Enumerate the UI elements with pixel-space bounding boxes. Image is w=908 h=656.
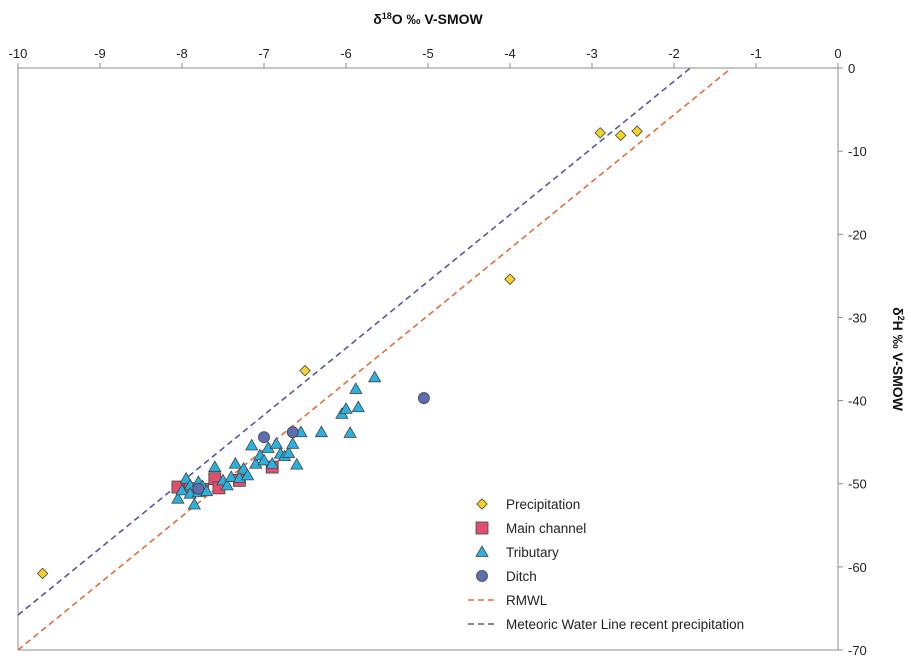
y-tick-label: 0 (848, 61, 855, 76)
x-tick-label: -4 (504, 46, 516, 61)
ditch-point (192, 482, 205, 495)
y-axis: 0 -10 -20 -30 -40 -50 -60 -70 (838, 61, 867, 656)
precipitation-point (504, 273, 516, 285)
ditch-series (192, 392, 430, 495)
tributary-point (171, 491, 185, 504)
y-tick-label: -50 (848, 477, 867, 492)
plot-area (17, 67, 839, 651)
tributary-point (290, 457, 304, 470)
tributary-point (286, 436, 300, 449)
mwl-recent-line (18, 68, 691, 616)
legend-label: Ditch (506, 569, 537, 584)
x-axis: -10 -9 -8 -7 -6 -5 -4 -3 -2 -1 0 (9, 46, 842, 68)
legend-label: Meteoric Water Line recent precipitation (506, 617, 744, 632)
legend-label: RMWL (506, 593, 548, 608)
ditch-point (286, 426, 299, 439)
tributary-point (349, 382, 363, 394)
ditch-point (258, 431, 270, 444)
x-tick-label: -3 (586, 46, 598, 61)
tributary-point (245, 438, 259, 451)
plot-frame (17, 67, 839, 651)
precipitation-point (299, 364, 311, 377)
tributary-point (257, 453, 271, 466)
legend-main-channel-marker (475, 521, 489, 535)
x-tick-label: -5 (422, 46, 434, 61)
tributary-point (343, 426, 357, 438)
x-axis-title: δ18O ‰ V-SMOW (373, 11, 483, 27)
legend-label: Main channel (506, 521, 586, 536)
x-tick-label: -10 (9, 46, 28, 61)
tributary-point (368, 370, 382, 383)
legend-ditch-marker (476, 570, 488, 582)
legend-tributary-marker (475, 545, 489, 557)
precipitation-point (631, 125, 643, 137)
x-tick-label: -8 (176, 46, 188, 61)
y-tick-label: -10 (848, 144, 867, 159)
y-tick-label: -20 (848, 227, 867, 242)
x-tick-label: -2 (668, 46, 680, 61)
x-tick-label: -6 (340, 46, 352, 61)
precipitation-point (614, 129, 627, 142)
ditch-point (417, 392, 430, 404)
tributary-point (220, 478, 234, 491)
y-tick-label: -30 (848, 310, 867, 325)
y-tick-label: -70 (848, 643, 867, 656)
x-tick-label: 0 (834, 46, 841, 61)
legend-label: Tributary (506, 545, 559, 560)
tributary-point (187, 497, 201, 510)
tributary-point (281, 446, 296, 458)
tributary-point (228, 456, 242, 469)
legend-precipitation-marker (476, 498, 488, 510)
rmwl-line (18, 68, 732, 650)
precipitation-series (36, 125, 643, 580)
tributary-point (351, 400, 365, 413)
tributary-point (269, 436, 283, 449)
tributary-point (208, 460, 222, 472)
tributary-point (314, 425, 329, 438)
y-axis-title: δ2H ‰ V-SMOW (890, 307, 906, 412)
x-tick-label: -9 (94, 46, 106, 61)
legend: Precipitation Main channel Tributary Ditch R… (468, 497, 744, 632)
tributary-point (240, 468, 255, 481)
x-tick-label: -1 (750, 46, 762, 61)
precipitation-point (36, 567, 49, 580)
tributary-point (339, 402, 353, 414)
tributary-point (265, 456, 279, 469)
precipitation-point (594, 127, 606, 139)
y-tick-label: -60 (848, 560, 867, 575)
x-tick-label: -7 (258, 46, 270, 61)
y-tick-label: -40 (848, 394, 867, 409)
tributary-point (224, 470, 238, 482)
legend-label: Precipitation (506, 497, 580, 512)
